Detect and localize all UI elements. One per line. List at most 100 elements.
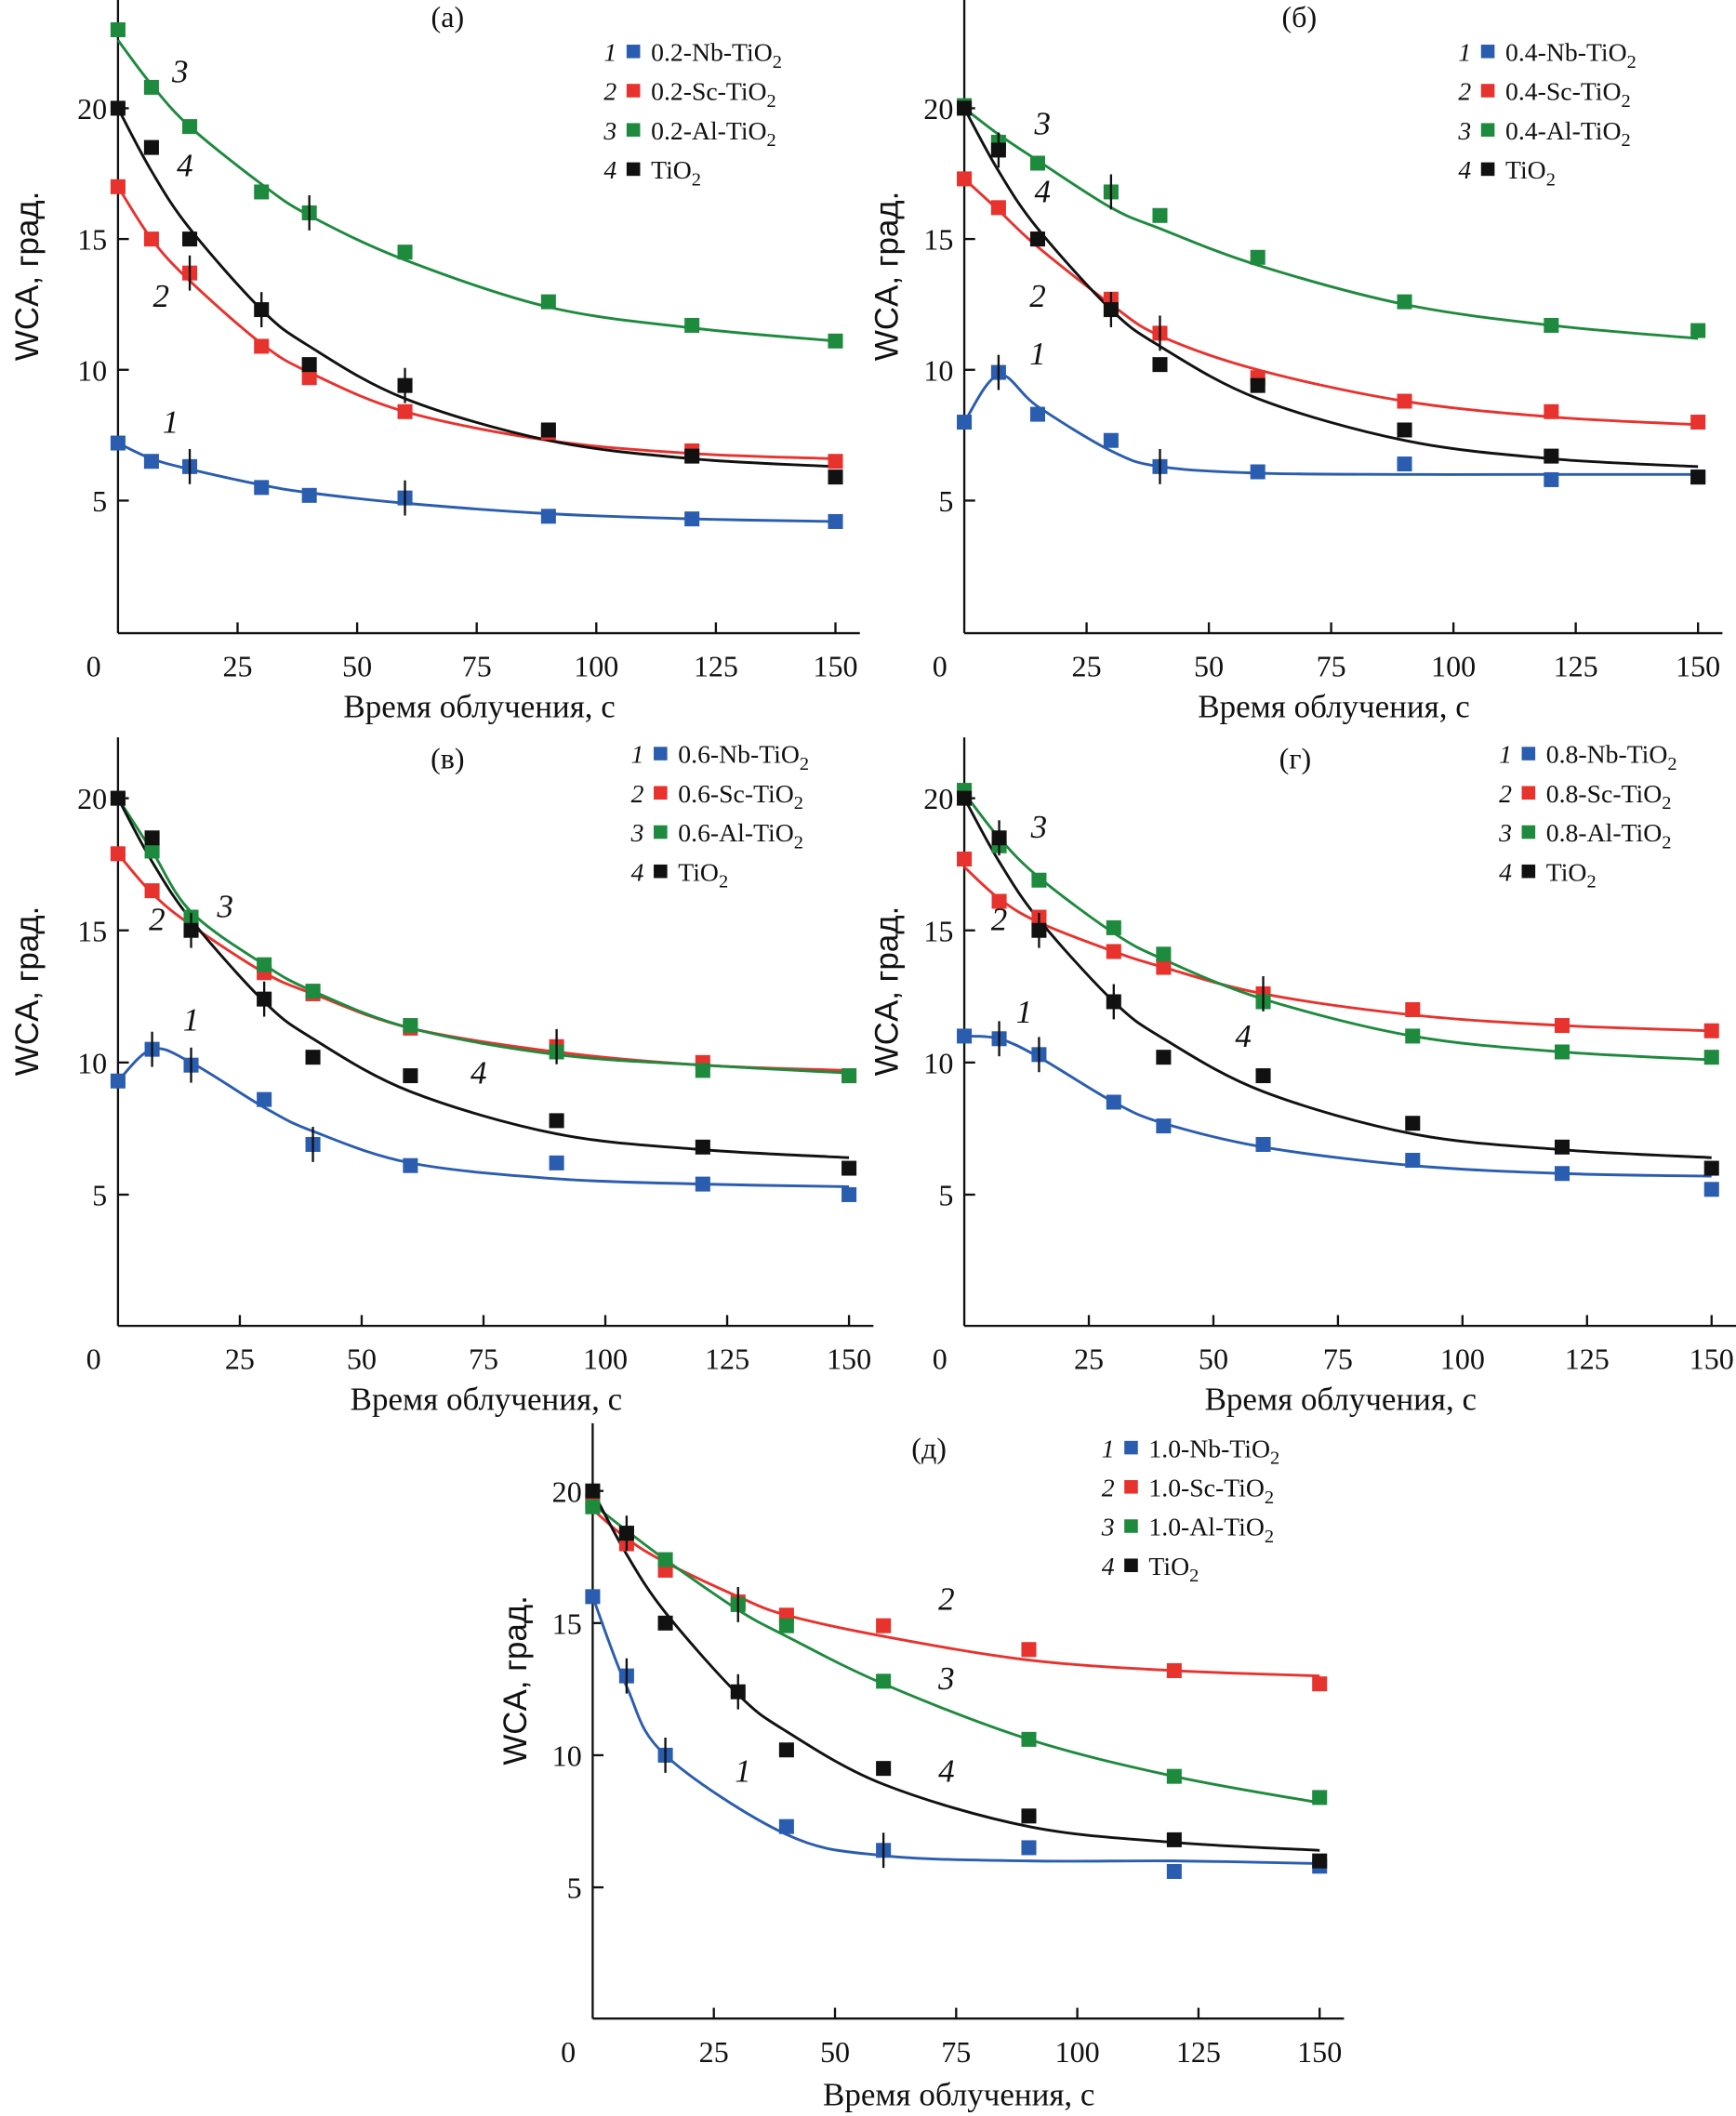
panel-b: 0 25 50 75 100 125 150 5 10 15 20 Время облучения, … bbox=[869, 0, 1723, 724]
legend-number: 4 bbox=[1458, 155, 1471, 184]
legend-marker-2 bbox=[1124, 1480, 1138, 1494]
panel-e: 0 25 50 75 100 125 150 5 10 15 20 Время облучения, … bbox=[497, 1422, 1345, 2112]
data-point-2 bbox=[990, 200, 1006, 216]
curve-label-1: 1 bbox=[1029, 336, 1046, 372]
fit-curve-1 bbox=[963, 1034, 1712, 1178]
x-tick-label: 125 bbox=[694, 650, 738, 683]
legend: 1 0.6-Nb-TiO2 2 0.6-Sc-TiO2 3 0.6-Al-TiO2 4 TiO… bbox=[630, 740, 809, 893]
curve-label-4: 4 bbox=[1235, 1018, 1252, 1054]
data-point-3 bbox=[1397, 294, 1412, 310]
x-tick-label: 125 bbox=[1176, 2035, 1221, 2069]
data-point-1 bbox=[1255, 1136, 1271, 1152]
data-point-3 bbox=[143, 79, 159, 95]
fit-curve-4 bbox=[591, 1489, 1320, 1852]
legend: 1 1.0-Nb-TiO2 2 1.0-Sc-TiO2 3 1.0-Al-TiO2 4 TiO… bbox=[1101, 1434, 1279, 1586]
fit-curve-2 bbox=[591, 1508, 1320, 1678]
curve-label-1: 1 bbox=[163, 403, 179, 440]
legend-entry-2: 0.6-Sc-TiO2 bbox=[678, 779, 803, 813]
legend-number: 3 bbox=[1457, 116, 1471, 145]
legend-entry-4: TiO2 bbox=[1148, 1552, 1199, 1586]
data-point-4 bbox=[1156, 1050, 1172, 1065]
data-point-3 bbox=[1029, 155, 1045, 171]
legend-number: 2 bbox=[603, 77, 616, 106]
data-point-4 bbox=[1029, 231, 1045, 247]
fit-curve-2 bbox=[963, 178, 1699, 427]
fit-curve-4 bbox=[116, 797, 850, 1159]
legend-marker-3 bbox=[1480, 123, 1495, 137]
data-point-3 bbox=[1544, 317, 1559, 333]
data-point-2 bbox=[876, 1618, 892, 1633]
legend-number: 1 bbox=[603, 38, 616, 67]
data-point-4 bbox=[301, 357, 317, 373]
panel-label: (б) bbox=[1281, 0, 1317, 33]
legend-entry-3: 0.8-Al-TiO2 bbox=[1546, 818, 1672, 853]
y-axis-title: WCA, град. bbox=[869, 906, 906, 1076]
curve-label-4: 4 bbox=[1034, 174, 1051, 210]
curve-label-2: 2 bbox=[152, 278, 169, 314]
data-point-3 bbox=[1703, 1050, 1719, 1065]
legend-marker-4 bbox=[1124, 1558, 1138, 1572]
data-point-4 bbox=[1544, 448, 1559, 464]
data-point-3 bbox=[1690, 323, 1706, 338]
data-point-1 bbox=[1554, 1166, 1570, 1182]
x-tick-label: 25 bbox=[1072, 650, 1102, 683]
curve-label-2: 2 bbox=[938, 1581, 955, 1618]
x-axis-title: Время облучения, с bbox=[343, 688, 615, 724]
legend-marker-3 bbox=[626, 123, 641, 137]
data-point-1 bbox=[1156, 1118, 1172, 1134]
x-tick-label: 50 bbox=[347, 1342, 377, 1376]
data-point-4 bbox=[876, 1761, 892, 1777]
legend-marker-3 bbox=[654, 825, 668, 840]
legend: 1 0.2-Nb-TiO2 2 0.2-Sc-TiO2 3 0.2-Al-TiO2 4 TiO… bbox=[603, 38, 781, 191]
legend-entry-1: 1.0-Nb-TiO2 bbox=[1148, 1434, 1279, 1468]
legend-number: 1 bbox=[631, 740, 644, 769]
data-point-3 bbox=[828, 333, 843, 349]
data-point-3 bbox=[1021, 1731, 1037, 1747]
legend-number: 2 bbox=[631, 779, 644, 808]
x-tick-label: 50 bbox=[342, 650, 372, 683]
data-point-4 bbox=[110, 100, 126, 116]
legend-entry-3: 1.0-Al-TiO2 bbox=[1148, 1513, 1274, 1547]
legend-number: 4 bbox=[1499, 857, 1512, 886]
data-point-3 bbox=[585, 1499, 601, 1514]
legend-entry-2: 0.8-Sc-TiO2 bbox=[1546, 779, 1672, 813]
data-point-3 bbox=[1166, 1768, 1182, 1784]
data-point-2 bbox=[957, 171, 973, 187]
curve-label-4: 4 bbox=[938, 1752, 955, 1789]
x-tick-label: 25 bbox=[225, 1342, 255, 1376]
legend-number: 4 bbox=[631, 857, 644, 886]
x-tick-label: 75 bbox=[469, 1342, 498, 1376]
y-tick-label: 10 bbox=[923, 1047, 953, 1080]
y-tick-label: 20 bbox=[552, 1475, 582, 1508]
data-point-4 bbox=[957, 790, 973, 806]
legend-number: 2 bbox=[1499, 779, 1512, 808]
data-point-1 bbox=[110, 435, 126, 451]
data-point-3 bbox=[778, 1618, 794, 1633]
data-point-4 bbox=[1405, 1116, 1421, 1131]
x-axis-title: Время облучения, с bbox=[351, 1381, 622, 1417]
curve-label-3: 3 bbox=[1033, 106, 1051, 142]
data-point-4 bbox=[1312, 1853, 1328, 1869]
data-point-2 bbox=[1021, 1642, 1037, 1658]
x-tick-label: 125 bbox=[705, 1342, 749, 1376]
data-point-1 bbox=[549, 1155, 564, 1170]
panel-label: (д) bbox=[911, 1432, 947, 1465]
x-tick-label: 75 bbox=[1323, 1342, 1353, 1376]
data-point-4 bbox=[778, 1742, 794, 1758]
legend-marker-2 bbox=[1521, 786, 1536, 800]
data-point-1 bbox=[828, 513, 843, 529]
panel-a: 0 25 50 75 100 125 150 5 10 15 20 Время облучения, … bbox=[9, 0, 860, 724]
legend-entry-1: 0.2-Nb-TiO2 bbox=[651, 38, 782, 73]
panel-label: (в) bbox=[431, 742, 465, 775]
x-tick-label: 50 bbox=[1199, 1342, 1228, 1376]
data-point-4 bbox=[1690, 469, 1706, 485]
data-point-1 bbox=[257, 1091, 272, 1107]
legend-marker-1 bbox=[626, 45, 641, 59]
curve-label-1: 1 bbox=[183, 1002, 200, 1038]
data-point-2 bbox=[110, 179, 126, 194]
data-point-2 bbox=[1397, 393, 1412, 409]
data-point-4 bbox=[1152, 357, 1168, 373]
data-point-1 bbox=[1106, 1094, 1121, 1110]
legend-entry-4: TiO2 bbox=[678, 857, 728, 892]
